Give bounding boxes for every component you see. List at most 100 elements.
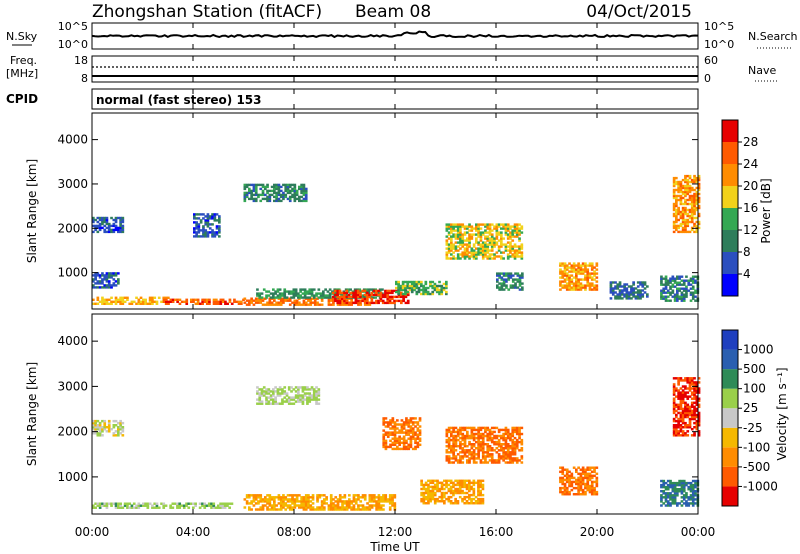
range-cell <box>169 504 172 507</box>
range-cell <box>697 417 701 421</box>
range-cell <box>440 290 444 294</box>
range-cell <box>366 502 369 505</box>
range-cell <box>350 291 353 295</box>
range-cell <box>495 243 499 246</box>
range-cell <box>198 502 202 505</box>
range-cell <box>563 274 567 277</box>
range-cell <box>445 255 449 258</box>
range-cell <box>671 498 675 501</box>
range-cell <box>107 272 111 275</box>
range-cell <box>680 275 684 278</box>
range-cell <box>393 441 397 445</box>
colorbar-segment <box>722 388 738 409</box>
range-cell <box>193 231 196 234</box>
range-cell <box>465 487 469 491</box>
range-cell <box>343 494 347 497</box>
range-cell <box>450 426 453 430</box>
range-cell <box>475 223 478 226</box>
range-cell <box>581 478 585 482</box>
range-cell <box>348 498 351 501</box>
range-cell <box>677 208 680 212</box>
range-cell <box>422 483 426 487</box>
range-cell <box>341 303 344 306</box>
range-cell <box>243 187 247 191</box>
colorbar-tick-label: 28 <box>743 135 758 149</box>
range-cell <box>502 432 505 436</box>
range-cell <box>386 297 390 301</box>
range-cell <box>332 508 335 511</box>
range-cell <box>308 292 312 295</box>
range-cell <box>502 447 505 450</box>
range-cell <box>472 253 476 256</box>
range-cell <box>418 419 422 422</box>
range-cell <box>178 506 182 509</box>
range-cell <box>520 447 524 450</box>
range-cell <box>675 413 678 417</box>
range-cell <box>695 190 699 194</box>
range-cell <box>463 495 467 499</box>
range-cell <box>678 297 681 300</box>
range-cell <box>486 257 490 260</box>
range-cell <box>689 293 693 296</box>
range-cell <box>256 292 259 295</box>
range-cell <box>438 292 441 296</box>
range-cell <box>681 218 685 222</box>
range-cell <box>300 189 303 193</box>
range-cell <box>357 301 360 304</box>
range-cell <box>357 496 360 499</box>
range-cell <box>459 223 462 226</box>
range-cell <box>559 276 562 279</box>
range-cell <box>343 299 346 303</box>
range-cell <box>278 288 282 291</box>
range-cell <box>675 403 678 407</box>
range-cell <box>329 508 333 511</box>
range-cell <box>208 300 211 303</box>
range-cell <box>678 275 681 278</box>
range-cell <box>468 440 471 444</box>
range-cell <box>386 301 390 305</box>
range-cell <box>368 295 371 299</box>
range-cell <box>686 202 690 206</box>
range-cell <box>445 434 449 438</box>
range-cell <box>689 279 693 282</box>
range-cell <box>458 491 462 495</box>
range-cell <box>479 491 482 495</box>
range-cell <box>509 455 512 458</box>
range-cell <box>561 272 565 275</box>
range-cell <box>664 275 668 278</box>
range-cell <box>445 223 449 226</box>
range-cell <box>303 294 307 297</box>
range-cell <box>270 189 274 193</box>
range-cell <box>468 225 471 228</box>
range-cell <box>315 390 318 393</box>
range-cell <box>354 498 358 501</box>
range-cell <box>461 255 465 258</box>
range-cell <box>463 479 467 483</box>
range-cell <box>697 198 701 202</box>
range-cell <box>695 391 699 394</box>
range-cell <box>676 492 679 495</box>
range-cell <box>313 508 317 511</box>
colorbar-tick-label: 1000 <box>743 343 774 357</box>
range-cell <box>689 502 693 505</box>
range-cell <box>623 287 626 290</box>
range-cell <box>420 493 423 497</box>
range-cell <box>297 392 300 395</box>
range-cell <box>320 504 324 507</box>
range-cell <box>691 277 695 280</box>
range-cell <box>456 491 460 495</box>
range-cell <box>302 508 306 511</box>
range-cell <box>370 496 374 499</box>
range-cell <box>336 291 340 295</box>
range-cell <box>400 291 403 295</box>
range-cell <box>98 504 102 507</box>
range-cell <box>252 494 256 497</box>
range-cell <box>570 476 574 480</box>
range-cell <box>466 436 469 440</box>
range-cell <box>119 428 122 431</box>
range-cell <box>509 247 512 250</box>
range-cell <box>669 504 672 507</box>
range-cell <box>468 459 471 462</box>
range-cell <box>194 302 198 305</box>
range-cell <box>105 284 109 287</box>
